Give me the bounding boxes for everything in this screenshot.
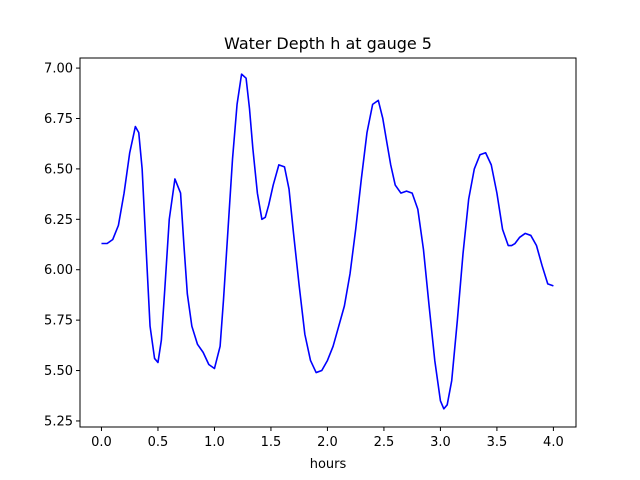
- y-tick-label: 6.00: [44, 263, 73, 278]
- plot-frame: [79, 57, 577, 428]
- x-tick-label: 2.0: [317, 435, 338, 450]
- x-tick-label: 1.5: [261, 435, 282, 450]
- y-axis: 5.25 5.50 5.75 6.00 6.25 6.50 6.75 7.00: [44, 62, 80, 429]
- y-tick-label: 5.25: [44, 414, 73, 429]
- x-tick-label: 4.0: [543, 435, 564, 450]
- x-tick-label: 0.5: [148, 435, 169, 450]
- y-tick-label: 7.00: [44, 62, 73, 77]
- x-tick-label: 0.0: [91, 435, 112, 450]
- y-tick-label: 6.50: [44, 162, 73, 177]
- x-tick-label: 3.0: [430, 435, 451, 450]
- x-tick-label: 3.5: [487, 435, 508, 450]
- y-tick-label: 6.25: [44, 213, 73, 228]
- chart-title: Water Depth h at gauge 5: [224, 34, 432, 53]
- x-axis: 0.0 0.5 1.0 1.5 2.0 2.5 3.0 3.5 4.0: [91, 427, 564, 450]
- y-tick-label: 6.75: [44, 112, 73, 127]
- x-tick-label: 2.5: [374, 435, 395, 450]
- y-tick-label: 5.50: [44, 364, 73, 379]
- x-tick-label: 1.0: [204, 435, 225, 450]
- y-tick-label: 5.75: [44, 314, 73, 329]
- x-axis-title: hours: [310, 457, 347, 472]
- series-line-0: [101, 73, 554, 410]
- plot-area: [101, 73, 554, 410]
